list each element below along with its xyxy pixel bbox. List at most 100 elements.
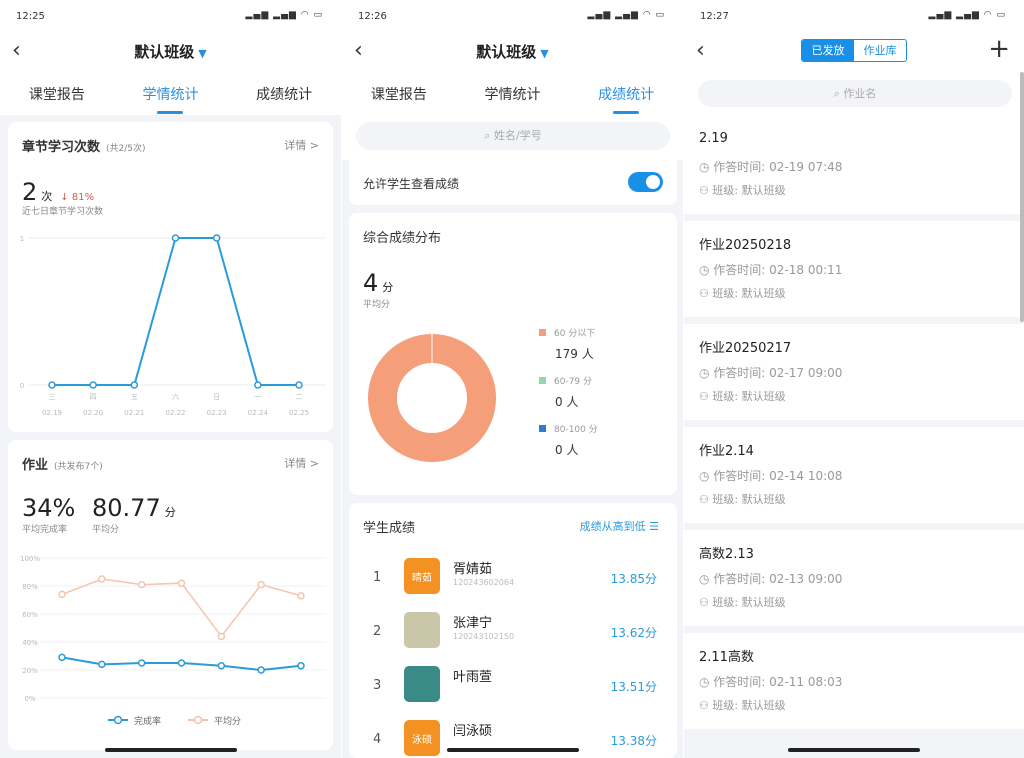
scrollbar[interactable] <box>1020 72 1024 322</box>
search-input[interactable]: ⌕ 姓名/学号 <box>356 122 670 150</box>
legend-swatch <box>539 377 546 384</box>
homework-item[interactable]: 2.11高数 ◷ 作答时间: 02-11 08:03 ⚇ 班级: 默认班级 <box>684 633 1024 729</box>
data-point <box>58 590 66 599</box>
time-label: 作答时间: <box>713 366 766 380</box>
sort-label: 成绩从高到低 <box>579 520 646 533</box>
tab-bar: 课堂报告 学情统计 成绩统计 <box>0 84 341 114</box>
student-score: 13.85分 <box>610 572 657 586</box>
x-tick-date: 02.20 <box>83 409 103 417</box>
count-value: 2 <box>22 178 38 206</box>
clock-icon: ◷ <box>699 160 714 174</box>
chevron-left-icon[interactable]: ‹ <box>696 38 705 63</box>
y-tick-label: 80% <box>22 583 38 591</box>
legend-swatch <box>539 425 546 432</box>
segment-library[interactable]: 作业库 <box>863 44 897 57</box>
homework-item[interactable]: 作业20250217 ◷ 作答时间: 02-17 09:00 ⚇ 班级: 默认班级 <box>684 324 1024 420</box>
chevron-left-icon[interactable]: ‹ <box>12 38 21 63</box>
detail-link[interactable]: 详情 > <box>284 139 319 152</box>
sort-descending-icon: ☰ <box>649 520 659 533</box>
count-caption: 近七日章节学习次数 <box>22 207 104 217</box>
screen-grade-stats: 12:26 ▂▄▆ ▂▄▆ ◠ ▭ ‹ 默认班级 ▼ 课堂报告 学情统计 成绩统计… <box>341 0 683 758</box>
legend-label: 60 分以下 <box>554 329 596 339</box>
screen-homework-list: 12:27 ▂▄▆ ▂▄▆ ◠ ▭ ‹ 已发放 作业库 + ⌕ 作业名 2.19… <box>683 0 1024 758</box>
top-bar: 12:27 ▂▄▆ ▂▄▆ ◠ ▭ ‹ 已发放 作业库 + ⌕ 作业名 <box>684 0 1024 118</box>
detail-link[interactable]: 详情 > <box>284 457 319 470</box>
toggle-label: 允许学生查看成绩 <box>363 177 460 191</box>
plus-icon[interactable]: + <box>988 34 1010 64</box>
avatar <box>404 666 440 702</box>
x-tick-date: 02.22 <box>165 409 185 417</box>
homework-item[interactable]: 作业20250218 ◷ 作答时间: 02-18 00:11 ⚇ 班级: 默认班级 <box>684 221 1024 317</box>
class-name: 默认班级 <box>741 699 786 712</box>
tab-learning-stats[interactable]: 学情统计 <box>142 84 198 114</box>
series-line-1 <box>61 578 302 638</box>
chevron-down-icon: ▼ <box>540 47 549 60</box>
homework-time: 02-13 09:00 <box>769 572 843 586</box>
legend-item: 60 分以下 179 人 <box>539 326 598 362</box>
people-icon: ⚇ <box>699 184 713 197</box>
clock-icon: ◷ <box>699 572 714 586</box>
tab-class-report[interactable]: 课堂报告 <box>28 87 85 103</box>
class-selector[interactable]: 默认班级 ▼ <box>342 41 683 62</box>
student-name: 闫泳硕 <box>453 724 493 739</box>
tab-class-report[interactable]: 课堂报告 <box>370 87 427 103</box>
series-line <box>52 237 299 386</box>
data-point <box>297 662 305 670</box>
class-selector[interactable]: 默认班级 ▼ <box>0 41 341 62</box>
homework-title: 2.19 <box>699 131 728 146</box>
homework-item[interactable]: 高数2.13 ◷ 作答时间: 02-13 09:00 ⚇ 班级: 默认班级 <box>684 530 1024 626</box>
avg-value: 80.77 <box>92 494 161 522</box>
x-tick-date: 02.21 <box>124 409 144 417</box>
change-badge: ↓ 81% <box>60 192 95 203</box>
segment-published[interactable]: 已发放 <box>802 40 854 61</box>
tab-learning-stats[interactable]: 学情统计 <box>484 87 541 103</box>
search-input[interactable]: ⌕ 作业名 <box>698 80 1012 107</box>
completion-stat: 34% 平均完成率 <box>22 494 75 535</box>
search-placeholder: 姓名/学号 <box>493 129 542 142</box>
x-tick-date: 02.24 <box>248 409 269 417</box>
class-name: 默认班级 <box>741 596 786 609</box>
class-label: 班级: <box>712 699 739 712</box>
y-tick-label: 100% <box>20 555 40 563</box>
data-point <box>58 653 66 662</box>
top-bar: 12:25 ▂▄▆ ▂▄▆ ◠ ▭ ‹ 默认班级 ▼ 课堂报告 学情统计 成绩统计 <box>0 0 341 115</box>
rank: 1 <box>373 570 382 585</box>
segment-control: 已发放 作业库 <box>801 39 907 62</box>
title-text: 作业 <box>22 458 49 473</box>
sort-button[interactable]: 成绩从高到低 ☰ <box>580 518 659 534</box>
homework-title: 高数2.13 <box>699 547 754 562</box>
x-tick-weekday: 四 <box>90 393 97 401</box>
homework-title: 作业20250217 <box>699 341 792 356</box>
people-icon: ⚇ <box>699 699 713 712</box>
x-tick-weekday: 日 <box>213 393 220 401</box>
student-row[interactable]: 1 晴茹 胥婧茹 120243602064 13.85分 <box>349 558 677 608</box>
tab-grade-stats[interactable]: 成绩统计 <box>256 87 313 103</box>
student-row[interactable]: 4 泳硕 闫泳硕 13.38分 <box>349 720 677 758</box>
student-name: 叶雨萱 <box>453 670 493 685</box>
class-label: 班级: <box>712 596 739 609</box>
home-indicator[interactable] <box>446 748 579 752</box>
y-tick-label: 60% <box>22 611 38 619</box>
home-indicator[interactable] <box>104 748 237 752</box>
data-point <box>295 381 303 389</box>
legend-label: 60-79 分 <box>554 377 593 387</box>
data-point <box>297 592 305 600</box>
allow-view-toggle[interactable] <box>628 172 663 192</box>
home-indicator[interactable] <box>788 748 920 752</box>
card-title: 作业 (共发布7个) <box>22 454 103 473</box>
student-row[interactable]: 3 叶雨萱 13.51分 <box>349 666 677 716</box>
homework-item[interactable]: 2.19 ◷ 作答时间: 02-19 07:48 ⚇ 班级: 默认班级 <box>684 118 1024 214</box>
time-label: 作答时间: <box>713 469 766 483</box>
legend-label: 80-100 分 <box>554 425 598 435</box>
chevron-left-icon[interactable]: ‹ <box>354 38 363 63</box>
chevron-down-icon: ▼ <box>198 47 207 60</box>
student-row[interactable]: 2 张津宁 120243102150 13.62分 <box>349 612 677 662</box>
search-icon: ⌕ <box>484 129 494 142</box>
homework-item[interactable]: 作业2.14 ◷ 作答时间: 02-14 10:08 ⚇ 班级: 默认班级 <box>684 427 1024 523</box>
tab-grade-stats[interactable]: 成绩统计 <box>598 84 654 114</box>
donut-legend: 60 分以下 179 人 60-79 分 0 人 80-100 分 0 人 <box>539 326 598 470</box>
subtitle-text: (共发布7个) <box>54 462 103 472</box>
homework-time: 02-18 00:11 <box>769 263 843 277</box>
avatar: 泳硕 <box>404 720 440 756</box>
